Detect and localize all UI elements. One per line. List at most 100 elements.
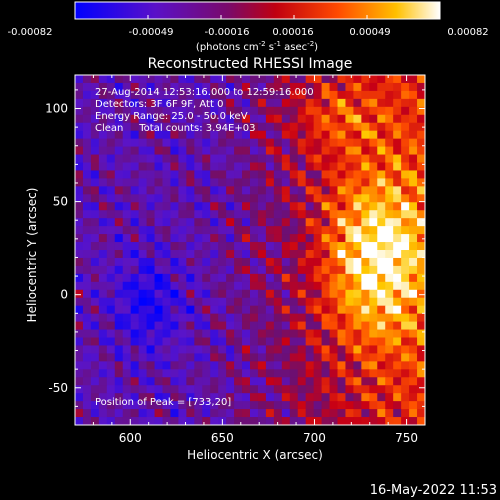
heatmap-cell xyxy=(234,329,243,338)
colorbar-tick-label: -0.00049 xyxy=(129,27,174,38)
heatmap-cell xyxy=(361,369,370,378)
heatmap-cell xyxy=(138,385,147,394)
heatmap-cell xyxy=(329,385,338,394)
heatmap-cell xyxy=(154,250,163,259)
heatmap-cell xyxy=(345,297,354,307)
heatmap-cell xyxy=(281,401,291,410)
heatmap-cell xyxy=(369,393,378,402)
heatmap-cell xyxy=(170,345,179,354)
heatmap-cell xyxy=(385,202,394,211)
heatmap-cell xyxy=(82,122,92,132)
heatmap-cell xyxy=(82,218,92,227)
heatmap-cell xyxy=(345,106,354,116)
heatmap-cell xyxy=(281,202,291,211)
heatmap-cell xyxy=(417,369,425,378)
heatmap-cell xyxy=(114,122,124,132)
heatmap-cell xyxy=(170,305,179,315)
heatmap-cell xyxy=(257,202,267,211)
heatmap-cell xyxy=(194,257,203,267)
heatmap-cell xyxy=(114,75,124,84)
heatmap-cell xyxy=(409,202,418,211)
heatmap-cell xyxy=(106,265,116,275)
heatmap-cell xyxy=(250,90,259,100)
heatmap-cell xyxy=(329,417,338,425)
heatmap-cell xyxy=(409,162,418,171)
heatmap-cell xyxy=(313,138,322,147)
heatmap-cell xyxy=(75,369,84,378)
heatmap-cell xyxy=(321,154,330,163)
heatmap-cell xyxy=(329,369,338,378)
heatmap-cell xyxy=(273,369,283,378)
heatmap-cell xyxy=(234,281,243,291)
heatmap-cell xyxy=(409,409,418,418)
heatmap-cell xyxy=(361,242,370,251)
heatmap-cell xyxy=(130,154,140,163)
heatmap-cell xyxy=(313,289,322,299)
heatmap-cell xyxy=(218,393,227,402)
heatmap-cell xyxy=(154,289,163,299)
heatmap-cell xyxy=(385,186,394,195)
heatmap-cell xyxy=(329,289,338,299)
heatmap-cell xyxy=(130,218,140,227)
heatmap-cell xyxy=(369,297,378,307)
heatmap-cell xyxy=(234,353,243,362)
heatmap-cell xyxy=(186,281,195,291)
heatmap-cell xyxy=(234,226,243,235)
heatmap-cell xyxy=(130,377,140,386)
heatmap-cell xyxy=(305,178,315,187)
heatmap-cell xyxy=(226,146,235,155)
heatmap-cell xyxy=(321,226,330,235)
heatmap-cell xyxy=(273,273,283,283)
heatmap-cell xyxy=(162,401,171,410)
heatmap-cell xyxy=(393,345,402,354)
heatmap-cell xyxy=(289,273,299,283)
heatmap-cell xyxy=(281,369,291,378)
heatmap-cell xyxy=(401,337,410,346)
heatmap-cell xyxy=(242,345,251,354)
heatmap-cell xyxy=(210,186,219,195)
heatmap-cell xyxy=(337,297,346,307)
heatmap-cell xyxy=(313,186,322,195)
heatmap-cell xyxy=(218,218,227,227)
heatmap-cell xyxy=(130,401,140,410)
heatmap-cell xyxy=(170,234,179,243)
heatmap-cell xyxy=(106,226,116,235)
heatmap-cell xyxy=(281,409,291,418)
heatmap-cell xyxy=(353,186,362,195)
heatmap-cell xyxy=(305,186,315,195)
heatmap-cell xyxy=(250,297,259,307)
heatmap-cell xyxy=(337,202,346,211)
heatmap-cell xyxy=(297,257,307,267)
heatmap-cell xyxy=(218,194,227,203)
heatmap-cell xyxy=(353,417,362,425)
heatmap-cell xyxy=(122,210,132,219)
heatmap-cell xyxy=(106,130,116,140)
heatmap-cell xyxy=(337,114,346,124)
heatmap-cell xyxy=(82,90,92,100)
heatmap-cell xyxy=(122,122,132,132)
heatmap-cell xyxy=(75,138,84,147)
heatmap-cell xyxy=(194,226,203,235)
heatmap-cell xyxy=(250,273,259,283)
heatmap-cell xyxy=(154,353,163,362)
heatmap-cell xyxy=(234,170,243,179)
heatmap-cell xyxy=(226,186,235,195)
heatmap-cell xyxy=(345,170,354,179)
heatmap-cell xyxy=(281,305,291,315)
heatmap-cell xyxy=(305,90,315,100)
heatmap-cell xyxy=(130,130,140,140)
heatmap-cell xyxy=(305,242,315,251)
heatmap-cell xyxy=(178,178,187,187)
heatmap-cell xyxy=(393,250,402,259)
heatmap-cell xyxy=(305,337,315,346)
heatmap-cell xyxy=(321,289,330,299)
heatmap-cell xyxy=(289,130,299,140)
heatmap-cell xyxy=(186,90,195,100)
heatmap-cell xyxy=(401,377,410,386)
heatmap-cell xyxy=(106,305,116,315)
heatmap-cell xyxy=(138,265,147,275)
heatmap-cell xyxy=(98,393,108,402)
heatmap-cell xyxy=(417,353,425,362)
heatmap-cell xyxy=(385,321,394,330)
heatmap-cell xyxy=(273,313,283,322)
